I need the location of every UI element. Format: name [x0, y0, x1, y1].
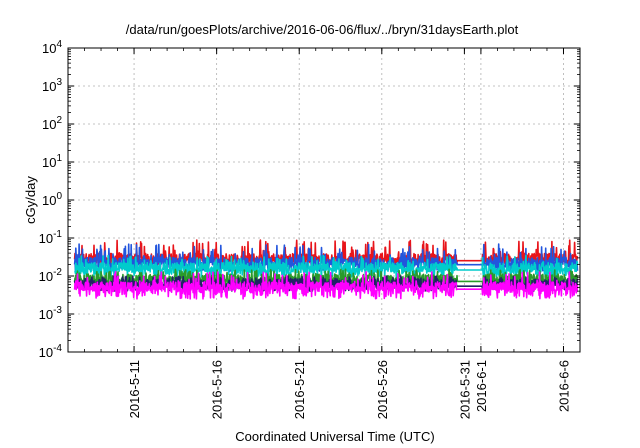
series-line — [74, 254, 579, 279]
y-tick-label: 104 — [42, 39, 62, 56]
x-tick-label: 2016-6-1 — [474, 360, 489, 412]
x-axis-label: Coordinated Universal Time (UTC) — [235, 429, 434, 444]
series-line — [73, 270, 579, 300]
grid-lines — [68, 48, 580, 352]
series-layer — [73, 239, 579, 300]
y-tick-label: 103 — [42, 77, 62, 94]
y-tick-label: 10-3 — [39, 305, 63, 322]
y-tick-label: 100 — [42, 191, 62, 208]
chart-title: /data/run/goesPlots/archive/2016-06-06/f… — [126, 22, 519, 37]
x-tick-label: 2016-5-31 — [457, 360, 472, 419]
series-line — [73, 268, 579, 289]
x-tick-label: 2016-5-16 — [210, 360, 225, 419]
x-tick-label: 2016-5-11 — [127, 360, 142, 418]
x-tick-label: 2016-6-6 — [556, 360, 571, 412]
y-tick-label: 101 — [42, 153, 62, 170]
y-axis-label: cGy/day — [23, 176, 38, 224]
y-tick-label: 10-1 — [39, 229, 63, 246]
x-tick-labels: 2016-5-11 2016-5-16 2016-5-21 2016-5-26 2016… — [127, 360, 571, 419]
axis-ticks — [68, 47, 580, 353]
y-tick-labels: 10-4 10-3 10-2 10-1 100 101 102 103 104 — [39, 39, 63, 360]
y-tick-label: 10-2 — [39, 267, 63, 284]
x-tick-label: 2016-5-26 — [375, 360, 390, 419]
x-tick-label: 2016-5-21 — [292, 360, 307, 419]
y-tick-label: 102 — [42, 115, 62, 132]
y-tick-label: 10-4 — [39, 343, 63, 360]
